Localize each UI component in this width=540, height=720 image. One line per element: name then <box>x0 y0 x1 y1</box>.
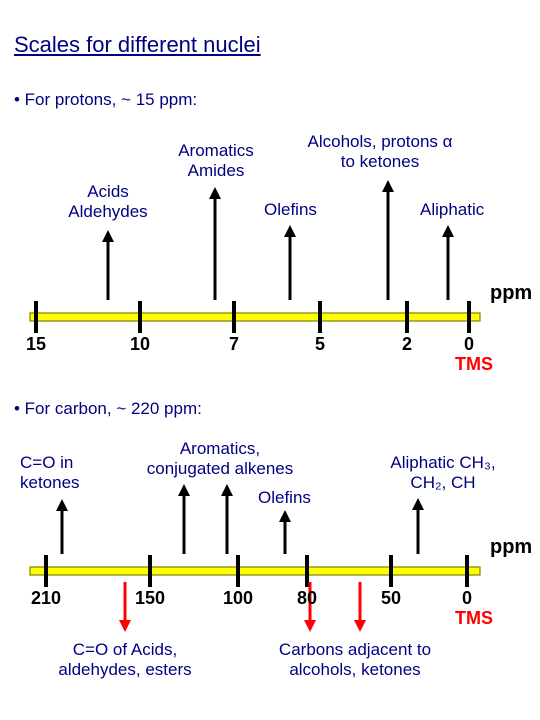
label-c-aromatics: Aromatics, conjugated alkenes <box>130 439 310 480</box>
page-title: Scales for different nuclei <box>14 32 261 58</box>
label-olefins: Olefins <box>264 200 317 220</box>
tick-label: 0 <box>447 588 487 609</box>
tick-label: 210 <box>26 588 66 609</box>
label-c-olefins: Olefins <box>258 488 311 508</box>
tms-label-2: TMS <box>455 608 493 629</box>
carbon-intro: • For carbon, ~ 220 ppm: <box>14 399 202 419</box>
tick-label: 5 <box>300 334 340 355</box>
ppm-label-1: ppm <box>490 282 532 305</box>
tick-label: 100 <box>218 588 258 609</box>
ppm-label-2: ppm <box>490 536 532 559</box>
protons-intro: • For protons, ~ 15 ppm: <box>14 90 197 110</box>
tick-label: 50 <box>371 588 411 609</box>
tick-label: 2 <box>387 334 427 355</box>
label-co-acids: C=O of Acids, aldehydes, esters <box>40 640 210 681</box>
tick-label: 15 <box>16 334 56 355</box>
label-aromatics: Aromatics Amides <box>170 141 262 182</box>
tick-label: 150 <box>130 588 170 609</box>
label-co-ketones: C=O in ketones <box>20 453 100 494</box>
label-c-aliphatic: Aliphatic CH₃, CH₂, CH <box>368 453 518 494</box>
tms-label-1: TMS <box>455 354 493 375</box>
tick-label: 80 <box>287 588 327 609</box>
label-carbons-adj: Carbons adjacent to alcohols, ketones <box>255 640 455 681</box>
tick-label: 0 <box>449 334 489 355</box>
label-alcohols: Alcohols, protons α to ketones <box>290 132 470 173</box>
tick-label: 7 <box>214 334 254 355</box>
label-acids: Acids Aldehydes <box>58 182 158 223</box>
label-aliphatic: Aliphatic <box>420 200 484 220</box>
tick-label: 10 <box>120 334 160 355</box>
